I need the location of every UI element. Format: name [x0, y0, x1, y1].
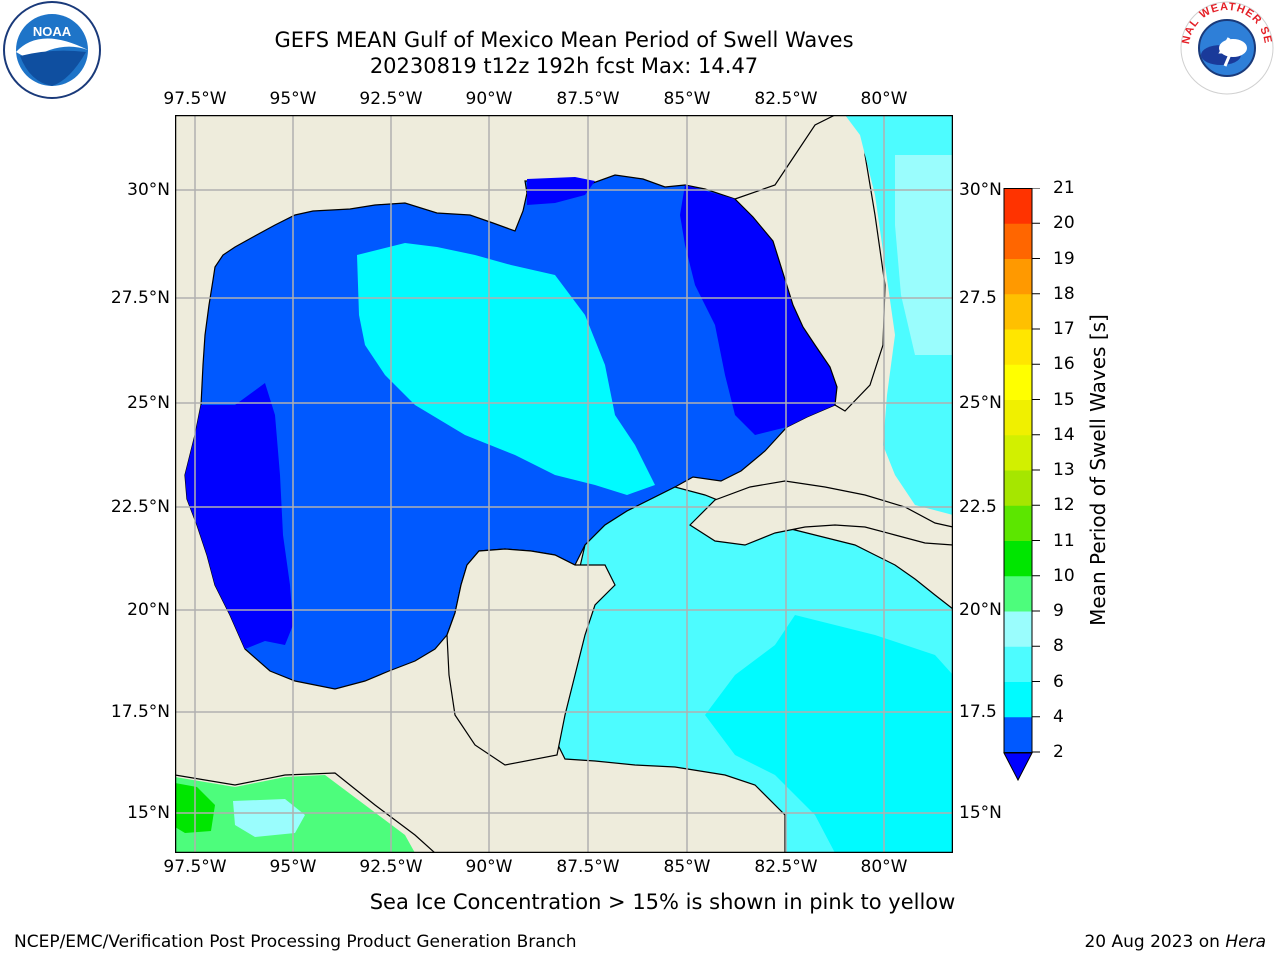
cuba-island — [689, 480, 953, 546]
footer-date: 20 Aug 2023 on Hera — [1084, 932, 1266, 952]
lat-label-left: 17.5°N — [110, 702, 170, 722]
colorbar-bin — [1004, 716, 1032, 753]
lat-label-right: 30°N — [959, 180, 1002, 200]
colorbar-tick-label: 4 — [1053, 706, 1064, 727]
colorbar-bin — [1004, 293, 1032, 330]
lat-label-right: 27.5 — [959, 288, 997, 308]
lat-label-left: 20°N — [127, 600, 170, 620]
colorbar-tick-label: 12 — [1053, 495, 1075, 516]
colorbar-tick-label: 6 — [1053, 671, 1064, 692]
lat-label-right: 25°N — [959, 393, 1002, 413]
lon-label-bottom: 92.5°W — [359, 857, 423, 877]
colorbar-tick-label: 2 — [1053, 742, 1064, 762]
svg-text:NOAA: NOAA — [33, 24, 72, 39]
lon-label-top: 97.5°W — [163, 89, 227, 109]
colorbar-label: Mean Period of Swell Waves [s] — [1086, 314, 1110, 626]
chart-subtitle-run: 20230819 t12z 192h fcst Max: 14.47 — [369, 54, 759, 78]
lon-label-top: 95°W — [269, 89, 317, 109]
nws-logo: NATIONAL WEATHER SERVICE — [1175, 0, 1274, 95]
northeast-deep-region — [527, 177, 595, 205]
colorbar-bin — [1004, 470, 1032, 506]
lon-label-bottom: 80°W — [860, 857, 908, 877]
map-frame — [175, 115, 953, 853]
colorbar-tick-label: 16 — [1053, 354, 1075, 375]
lon-label-bottom: 82.5°W — [754, 857, 818, 877]
gulf-eastern-band — [680, 185, 837, 435]
lat-label-left: 27.5°N — [110, 288, 170, 308]
colorbar-tick-label: 10 — [1053, 565, 1075, 586]
colorbar-bin — [1004, 329, 1032, 365]
colorbar-bin — [1004, 540, 1032, 577]
graticule — [175, 115, 953, 853]
lat-label-right: 22.5 — [959, 497, 997, 517]
colorbar-bin — [1004, 399, 1032, 436]
colorbar-bin — [1004, 364, 1032, 400]
lat-label-left: 15°N — [127, 803, 170, 823]
lon-label-top: 90°W — [465, 89, 513, 109]
chart-title: GEFS MEAN Gulf of Mexico Mean Period of … — [274, 28, 854, 52]
colorbar-tick-label: 20 — [1053, 213, 1075, 234]
colorbar-tick-label: 19 — [1053, 248, 1075, 269]
lon-label-top: 87.5°W — [556, 89, 620, 109]
colorbar-bin — [1004, 681, 1032, 718]
colorbar-bin — [1004, 575, 1032, 612]
colorbar-bin — [1004, 611, 1032, 647]
lat-label-left: 25°N — [127, 393, 170, 413]
lat-label-right: 15°N — [959, 803, 1002, 823]
colorbar-bin — [1004, 258, 1032, 295]
colorbar-tick-label: 13 — [1053, 460, 1075, 480]
florida-peninsula — [733, 115, 886, 412]
lat-label-left: 22.5°N — [110, 497, 170, 517]
pacific-light-zone — [233, 799, 305, 837]
colorbar-bin — [1004, 646, 1032, 682]
lon-label-bottom: 85°W — [663, 857, 711, 877]
colorbar-bin — [1004, 434, 1032, 471]
colorbar-tick-label: 18 — [1053, 283, 1075, 304]
lat-label-right: 17.5 — [959, 702, 997, 722]
noaa-logo: NOAA — [3, 1, 101, 99]
lon-label-top: 92.5°W — [359, 89, 423, 109]
colorbar-tick-label: 9 — [1053, 601, 1064, 621]
lon-label-top: 80°W — [860, 89, 908, 109]
colorbar-tick-label: 8 — [1053, 636, 1064, 657]
sea-ice-note: Sea Ice Concentration > 15% is shown in … — [369, 890, 956, 914]
colorbar-tick-label: 15 — [1053, 389, 1075, 410]
gulf-of-mexico-map — [175, 115, 953, 853]
colorbar-tick-label: 21 — [1053, 178, 1075, 198]
lat-label-right: 20°N — [959, 600, 1002, 620]
colorbar-extend-triangle — [1003, 752, 1033, 782]
lon-label-bottom: 97.5°W — [163, 857, 227, 877]
lon-label-bottom: 87.5°W — [556, 857, 620, 877]
colorbar-tick-label: 11 — [1053, 530, 1075, 551]
colorbar-tick-label: 17 — [1053, 319, 1075, 339]
atlantic-light-zone — [895, 155, 953, 355]
lon-label-bottom: 90°W — [465, 857, 513, 877]
colorbar-bin — [1004, 505, 1032, 541]
lon-label-top: 82.5°W — [754, 89, 818, 109]
gulf-western-band — [185, 383, 293, 649]
colorbar-bin — [1004, 223, 1032, 259]
lat-label-left: 30°N — [127, 180, 170, 200]
colorbar-tick-label: 14 — [1053, 424, 1075, 445]
gulf-central-cyan — [357, 243, 655, 495]
lon-label-bottom: 95°W — [269, 857, 317, 877]
colorbar-bin — [1004, 188, 1032, 224]
lon-label-top: 85°W — [663, 89, 711, 109]
footer-credit: NCEP/EMC/Verification Post Processing Pr… — [14, 932, 577, 952]
colorbar — [1003, 188, 1040, 782]
caribbean-cyan-zone — [705, 615, 953, 853]
